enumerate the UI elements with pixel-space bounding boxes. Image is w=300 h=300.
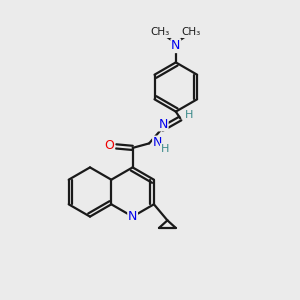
Text: N: N xyxy=(158,118,168,131)
Text: N: N xyxy=(171,39,181,52)
Text: H: H xyxy=(160,144,169,154)
Text: N: N xyxy=(153,136,162,149)
Text: N: N xyxy=(128,210,137,223)
Text: CH₃: CH₃ xyxy=(151,27,170,38)
Text: O: O xyxy=(105,139,114,152)
Text: CH₃: CH₃ xyxy=(182,27,201,38)
Text: H: H xyxy=(184,110,193,121)
